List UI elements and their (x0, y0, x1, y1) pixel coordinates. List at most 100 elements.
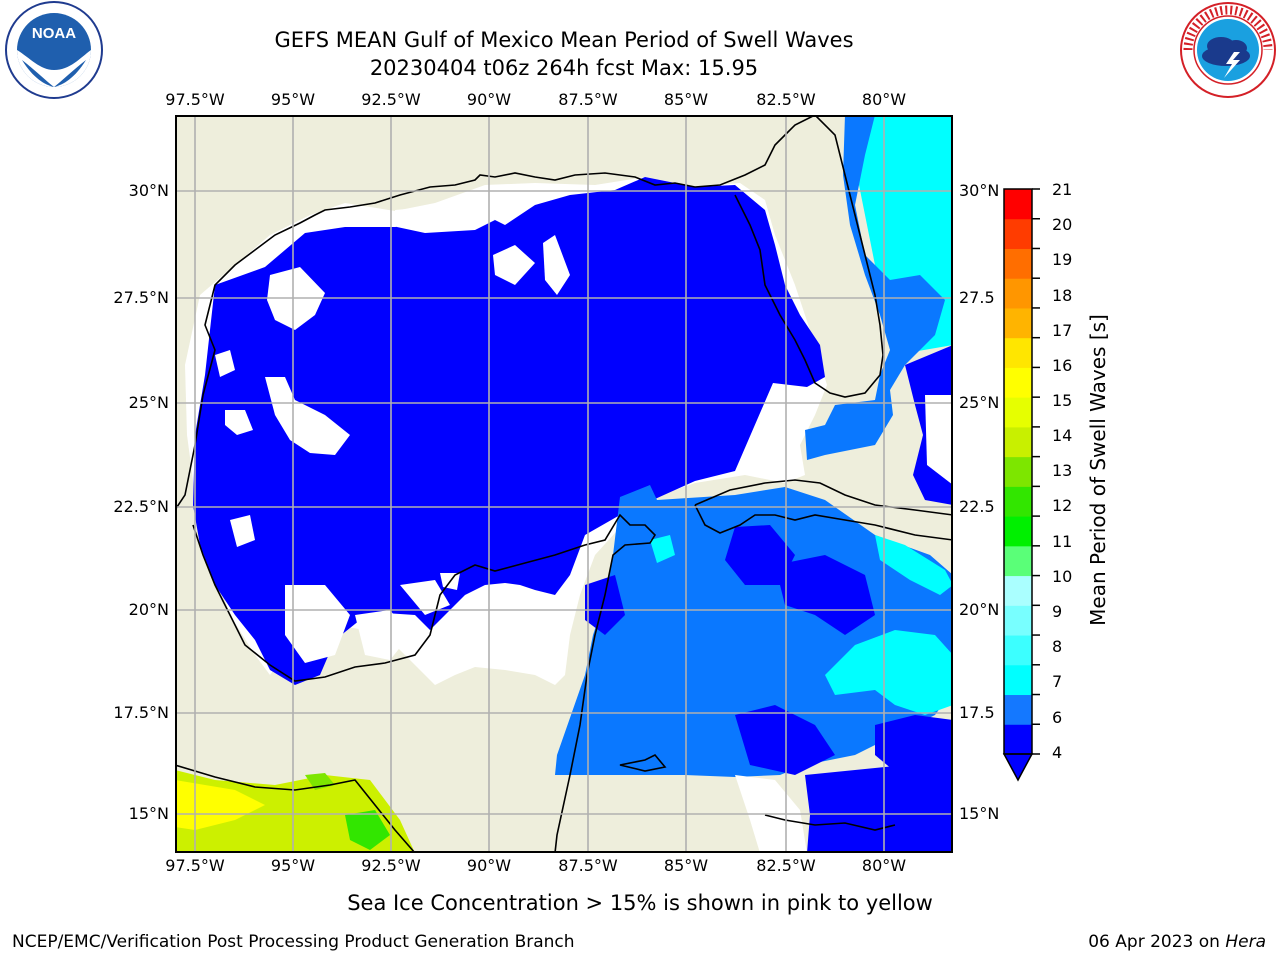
lon-tick-bottom-label: 92.5°W (361, 856, 421, 875)
colorbar-cell (1004, 456, 1032, 487)
lon-tick-top-label: 92.5°W (361, 90, 421, 109)
lon-tick-top-label: 82.5°W (756, 90, 816, 109)
colorbar-cell (1004, 605, 1032, 636)
footer-host: Hera (1225, 932, 1266, 952)
lon-tick-bottom-label: 90°W (466, 856, 512, 875)
no-data-patch (215, 350, 235, 377)
swell-zone-6-8s-patch (825, 630, 953, 715)
swell-zone-4-6s (555, 485, 953, 777)
map-frame (175, 115, 953, 853)
chart-subtitle: 20230404 t06z 264h fcst Max: 15.95 (369, 56, 759, 80)
no-data-patch (543, 235, 570, 295)
swell-zone-6-8s-patch (875, 535, 953, 595)
swell-zone-2-4s-patch (775, 555, 875, 635)
colorbar-cell (1004, 694, 1032, 725)
nws-logo (1180, 2, 1276, 98)
chart-title: GEFS MEAN Gulf of Mexico Mean Period of … (274, 28, 854, 52)
no-data-patch (285, 585, 350, 663)
no-data-patch (395, 203, 495, 233)
colorbar-cell (1004, 575, 1032, 606)
lat-tick-right-label: 30°N (959, 181, 1000, 200)
colorbar-cell (1004, 218, 1032, 249)
colorbar-tick-label: 13 (1052, 461, 1073, 480)
lon-tick-top-label: 95°W (270, 90, 316, 109)
lat-tick-right-label: 20°N (959, 600, 1000, 619)
lat-tick-left-label: 17.5°N (113, 703, 169, 722)
colorbar-tick-label: 9 (1052, 602, 1063, 621)
colorbar-tick-label: 4 (1052, 743, 1063, 762)
lat-tick-left-label: 27.5°N (113, 288, 169, 307)
swell-zone-2-4s (193, 177, 825, 685)
lon-tick-top-label: 85°W (663, 90, 709, 109)
graticule (175, 115, 953, 853)
no-data-patch (265, 377, 350, 455)
lat-tick-left-label: 22.5°N (113, 497, 169, 516)
colorbar-label: Mean Period of Swell Waves [s] (1086, 314, 1110, 626)
lat-tick-left-label: 30°N (128, 181, 169, 200)
swell-zone-2-4s-patch (585, 575, 625, 635)
colorbar-tick-label: 21 (1052, 180, 1073, 199)
lat-tick-right-label: 22.5 (959, 497, 995, 516)
no-data-patch (225, 410, 253, 435)
swell-zone-6-8s-patch (650, 535, 675, 563)
colorbar-tick-label: 18 (1052, 286, 1073, 305)
colorbar-cell (1004, 724, 1032, 755)
lon-tick-bottom-label: 95°W (270, 856, 316, 875)
colorbar-tick-label: 7 (1052, 672, 1063, 691)
noaa-logo: NOAA (5, 1, 103, 99)
colorbar-tick-label: 15 (1052, 391, 1073, 410)
lon-tick-bottom-label: 85°W (663, 856, 709, 875)
colorbar-tick-label: 20 (1052, 215, 1073, 234)
colorbar-frame (1003, 188, 1033, 755)
footer-date-text: 06 Apr 2023 on (1088, 932, 1220, 952)
lon-tick-bottom-label: 87.5°W (558, 856, 618, 875)
no-data-patch (230, 515, 255, 547)
lat-tick-left-label: 20°N (128, 600, 169, 619)
colorbar-cell (1004, 664, 1032, 696)
colorbar-cell (1004, 516, 1032, 547)
swell-zone-2-4s-patch (735, 705, 835, 775)
colorbar-ticks (1032, 188, 1040, 755)
lon-tick-bottom-label: 97.5°W (165, 856, 225, 875)
colorbar-tick-label: 11 (1052, 532, 1073, 551)
colorbar-cell (1004, 337, 1032, 368)
colorbar-tick-label: 17 (1052, 321, 1073, 340)
colorbar-cell (1004, 278, 1032, 309)
pacific-swell-patch (345, 810, 390, 850)
footer-date: 06 Apr 2023 on Hera (1088, 932, 1266, 952)
colorbar-cell (1004, 635, 1032, 666)
lat-tick-right-label: 17.5 (959, 703, 995, 722)
lon-tick-bottom-label: 82.5°W (756, 856, 816, 875)
lat-tick-right-label: 25°N (959, 393, 1000, 412)
lon-tick-top-label: 80°W (861, 90, 907, 109)
no-data-patch (925, 395, 953, 485)
colorbar-tick-label: 10 (1052, 567, 1073, 586)
swell-period-map (175, 115, 953, 853)
lat-tick-right-label: 27.5 (959, 288, 995, 307)
colorbar-cells (1004, 189, 1032, 755)
lon-tick-top-label: 90°W (466, 90, 512, 109)
lon-tick-bottom-label: 80°W (861, 856, 907, 875)
swell-zone-4-6s-east (805, 115, 945, 460)
colorbar-tick-label: 6 (1052, 708, 1063, 727)
colorbar-tick-label: 8 (1052, 637, 1063, 656)
no-data-patch (355, 610, 410, 660)
lon-tick-top-label: 97.5°W (165, 90, 225, 109)
colorbar-tick-label: 14 (1052, 426, 1073, 445)
colorbar-cell (1004, 426, 1032, 458)
no-data-patch (493, 245, 535, 285)
footer-credit: NCEP/EMC/Verification Post Processing Pr… (12, 932, 575, 952)
lon-tick-top-label: 87.5°W (558, 90, 618, 109)
swell-zone-2-4s-south (805, 755, 953, 853)
colorbar-cell (1004, 486, 1032, 517)
colorbar-cell (1004, 397, 1032, 428)
colorbar-extend-arrow (1002, 753, 1034, 782)
coastline (175, 115, 953, 853)
colorbar-tick-label: 16 (1052, 356, 1073, 375)
colorbar-cell (1004, 189, 1032, 220)
colorbar-cell (1004, 248, 1032, 279)
colorbar-tick-label: 19 (1052, 250, 1073, 269)
noaa-logo-text: NOAA (32, 25, 76, 42)
colorbar-cell (1004, 367, 1032, 398)
lat-tick-right-label: 15°N (959, 804, 1000, 823)
